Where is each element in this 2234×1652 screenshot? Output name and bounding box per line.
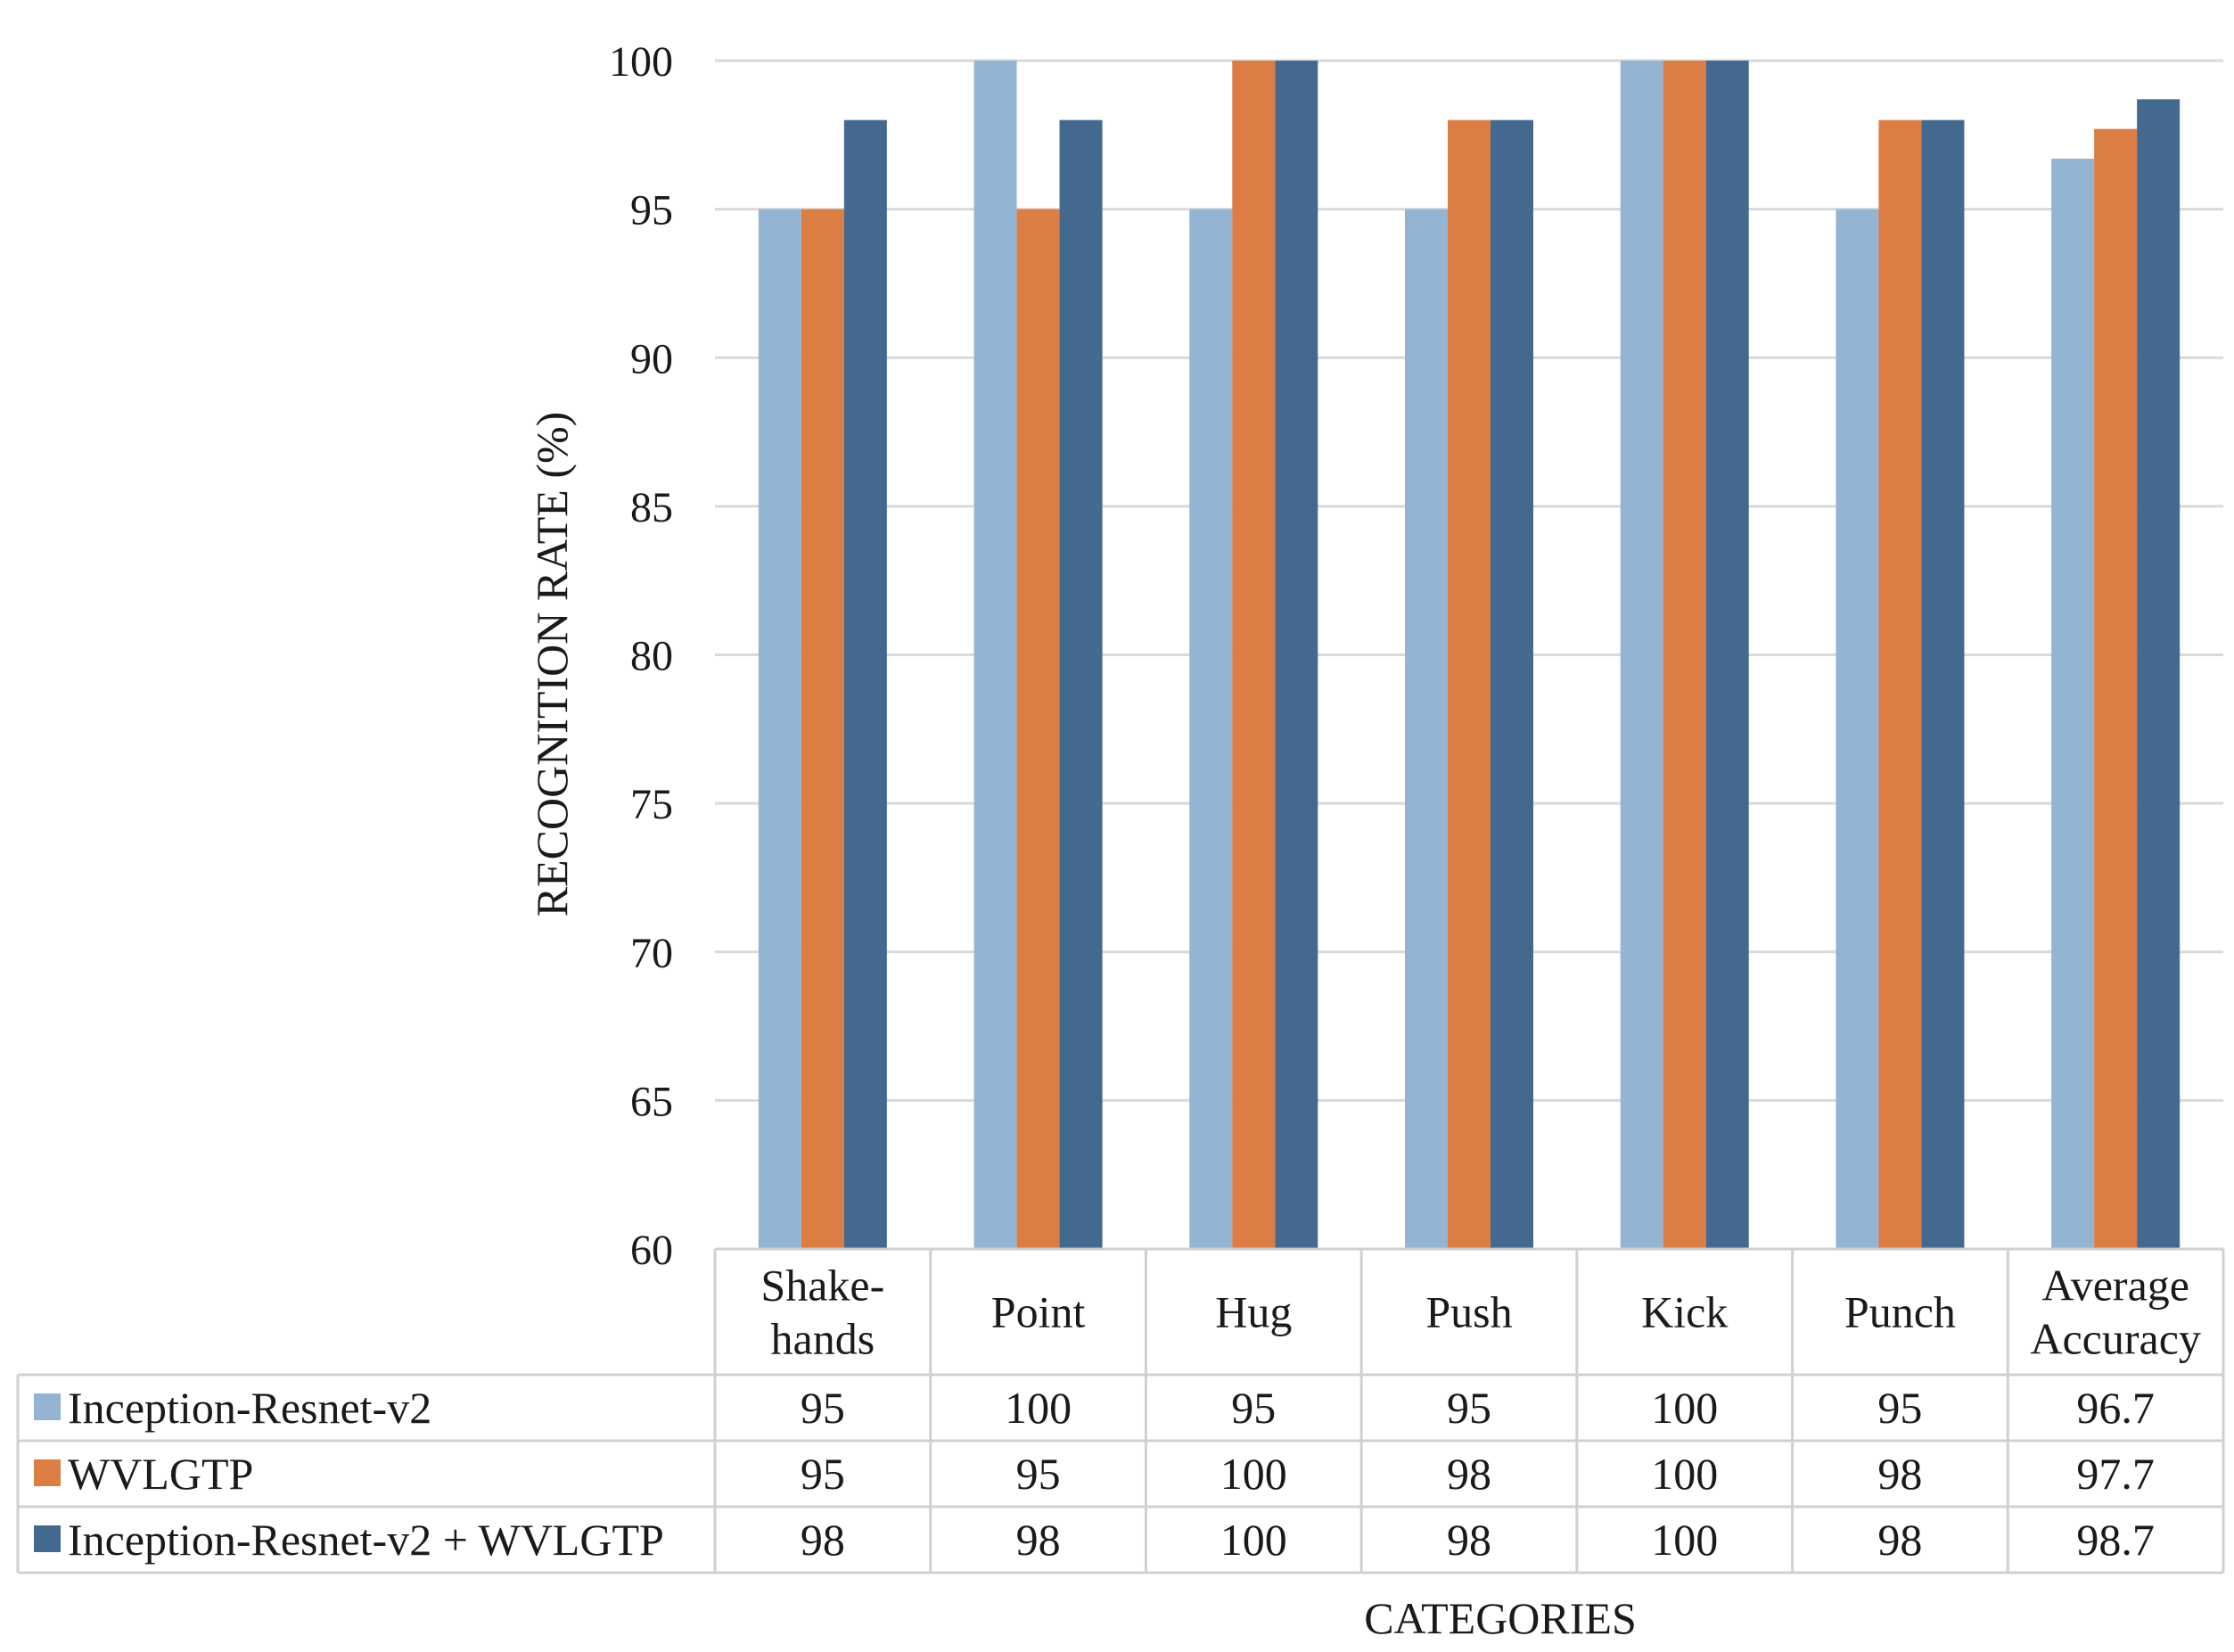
legend-label: WVLGTP [68, 1449, 253, 1499]
bars [758, 61, 2181, 1250]
category-label: Average [2041, 1261, 2189, 1311]
legend-label: Inception-Resnet-v2 [68, 1383, 431, 1433]
table-cell-value: 100 [1651, 1515, 1718, 1565]
table-cell-value: 98.7 [2076, 1515, 2155, 1565]
table-cell-value: 95 [1447, 1383, 1491, 1433]
table-cell-value: 98 [1447, 1449, 1491, 1499]
table-cell-value: 100 [1220, 1515, 1287, 1565]
legend-label: Inception-Resnet-v2 + WVLGTP [68, 1515, 664, 1565]
table-cell-value: 100 [1651, 1449, 1718, 1499]
table-cell-value: 96.7 [2076, 1383, 2155, 1433]
bar-1-1 [1016, 209, 1060, 1249]
bar-2-0 [843, 119, 887, 1249]
legend-swatch-1 [34, 1459, 61, 1486]
category-label: Point [991, 1287, 1086, 1337]
bar-1-5 [1878, 119, 1922, 1249]
table-cell-value: 98 [1016, 1515, 1061, 1565]
y-tick-label: 65 [630, 1078, 673, 1125]
legend-swatch-0 [34, 1393, 61, 1420]
table-cell-value: 97.7 [2076, 1449, 2155, 1499]
y-tick-label: 100 [609, 38, 673, 86]
bar-2-4 [1705, 61, 1749, 1249]
y-tick-label: 95 [630, 187, 673, 234]
bar-2-1 [1059, 119, 1103, 1249]
y-axis-ticks: 60 65 70 75 80 85 90 95 100 [609, 38, 673, 1274]
table-cell-value: 98 [1877, 1515, 1922, 1565]
category-label: Shake- [760, 1261, 884, 1311]
table-cell-value: 95 [1231, 1383, 1276, 1433]
y-tick-label: 75 [630, 781, 673, 828]
bar-2-2 [1275, 61, 1318, 1249]
y-tick-label: 60 [630, 1227, 673, 1274]
bar-0-4 [1620, 61, 1663, 1249]
table-cell-value: 98 [1447, 1515, 1491, 1565]
category-label: Hug [1215, 1287, 1292, 1337]
bar-2-6 [2137, 99, 2181, 1249]
bar-0-2 [1189, 209, 1233, 1249]
category-label: Punch [1844, 1287, 1956, 1337]
table-cell-value: 100 [1005, 1383, 1072, 1433]
table-cell-value: 95 [1016, 1449, 1061, 1499]
category-label: Kick [1641, 1287, 1728, 1337]
table-cell-value: 95 [801, 1383, 845, 1433]
y-axis-label: RECOGNITION RATE (%) [527, 412, 577, 917]
table-cell-value: 100 [1651, 1383, 1718, 1433]
bar-0-5 [1836, 209, 1879, 1249]
category-label: Push [1425, 1287, 1512, 1337]
bar-2-3 [1491, 119, 1533, 1249]
bar-0-3 [1405, 209, 1448, 1249]
table-cell-value: 95 [1877, 1383, 1922, 1433]
bar-1-0 [801, 209, 844, 1249]
bar-1-3 [1448, 119, 1491, 1249]
y-tick-label: 80 [630, 633, 673, 680]
bar-2-5 [1921, 119, 1965, 1249]
bar-0-1 [973, 61, 1017, 1249]
category-label: hands [771, 1314, 875, 1364]
category-label: Accuracy [2030, 1314, 2201, 1364]
table-cell-value: 100 [1220, 1449, 1287, 1499]
bar-0-0 [758, 209, 801, 1249]
table-cell-value: 95 [801, 1449, 845, 1499]
bar-1-6 [2094, 128, 2138, 1250]
y-tick-label: 85 [630, 484, 673, 531]
bar-1-4 [1663, 61, 1706, 1249]
table-cell-value: 98 [1877, 1449, 1922, 1499]
bar-0-6 [2051, 158, 2095, 1249]
y-tick-label: 90 [630, 335, 673, 382]
table-cell-value: 98 [801, 1515, 845, 1565]
data-table: Shake-hands Point Hug Push Kick Punch AverageA… [16, 1247, 2225, 1574]
y-tick-label: 70 [630, 930, 673, 977]
x-axis-label: CATEGORIES [1364, 1593, 1637, 1643]
bar-1-2 [1232, 61, 1276, 1249]
legend-swatch-2 [34, 1525, 61, 1552]
